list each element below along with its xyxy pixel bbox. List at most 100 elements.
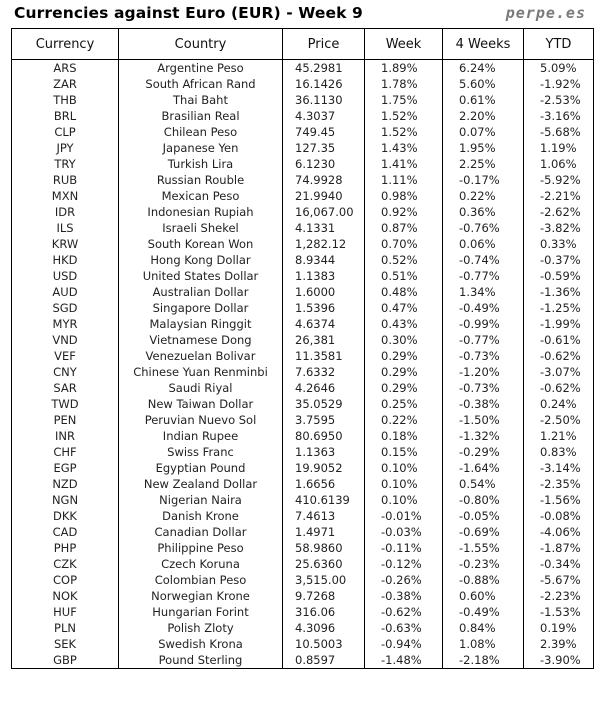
table-row: RUB Russian Rouble 74.9928 1.11% -0.17% -5.92… <box>11 172 594 188</box>
week-change-cell: 0.10% <box>364 460 443 476</box>
price-cell: 9.7268 <box>282 588 365 604</box>
ytd-change-cell: -0.62% <box>523 380 594 396</box>
week-change-cell: 1.78% <box>364 76 443 92</box>
currency-code-cell: THB <box>11 92 119 108</box>
price-cell: 1.6656 <box>282 476 365 492</box>
price-cell: 1.4971 <box>282 524 365 540</box>
four-weeks-change-cell: 1.08% <box>442 636 524 652</box>
page-title: Currencies against Euro (EUR) - Week 9 <box>14 4 363 22</box>
country-name-cell: Venezuelan Bolivar <box>118 348 283 364</box>
currency-code-cell: NZD <box>11 476 119 492</box>
week-change-cell: -0.26% <box>364 572 443 588</box>
table-row: JPY Japanese Yen 127.35 1.43% 1.95% 1.19% <box>11 140 594 156</box>
country-name-cell: Indian Rupee <box>118 428 283 444</box>
four-weeks-change-cell: -0.38% <box>442 396 524 412</box>
country-name-cell: Pound Sterling <box>118 652 283 669</box>
four-weeks-change-cell: 0.54% <box>442 476 524 492</box>
currency-code-cell: VND <box>11 332 119 348</box>
price-cell: 4.6374 <box>282 316 365 332</box>
ytd-change-cell: -1.56% <box>523 492 594 508</box>
four-weeks-change-cell: -0.74% <box>442 252 524 268</box>
country-name-cell: Mexican Peso <box>118 188 283 204</box>
price-cell: 80.6950 <box>282 428 365 444</box>
four-weeks-change-cell: 0.07% <box>442 124 524 140</box>
table-row: EGP Egyptian Pound 19.9052 0.10% -1.64% -3.14… <box>11 460 594 476</box>
country-name-cell: Nigerian Naira <box>118 492 283 508</box>
ytd-change-cell: 2.39% <box>523 636 594 652</box>
week-change-cell: -0.62% <box>364 604 443 620</box>
four-weeks-change-cell: -0.23% <box>442 556 524 572</box>
currency-code-cell: TRY <box>11 156 119 172</box>
price-cell: 1.1363 <box>282 444 365 460</box>
table-row: MXN Mexican Peso 21.9940 0.98% 0.22% -2.21% <box>11 188 594 204</box>
four-weeks-change-cell: -0.29% <box>442 444 524 460</box>
currency-code-cell: RUB <box>11 172 119 188</box>
currency-code-cell: AUD <box>11 284 119 300</box>
ytd-change-cell: -5.67% <box>523 572 594 588</box>
table-row: ILS Israeli Shekel 4.1331 0.87% -0.76% -3.82% <box>11 220 594 236</box>
price-cell: 316.06 <box>282 604 365 620</box>
country-name-cell: Norwegian Krone <box>118 588 283 604</box>
table-row: COP Colombian Peso 3,515.00 -0.26% -0.88% -5.… <box>11 572 594 588</box>
country-name-cell: Peruvian Nuevo Sol <box>118 412 283 428</box>
four-weeks-change-cell: -0.77% <box>442 268 524 284</box>
ytd-change-cell: -1.99% <box>523 316 594 332</box>
country-name-cell: Canadian Dollar <box>118 524 283 540</box>
table-row: INR Indian Rupee 80.6950 0.18% -1.32% 1.21% <box>11 428 594 444</box>
currency-code-cell: PHP <box>11 540 119 556</box>
table-row: CAD Canadian Dollar 1.4971 -0.03% -0.69% -4.0… <box>11 524 594 540</box>
currency-code-cell: SAR <box>11 380 119 396</box>
country-name-cell: South Korean Won <box>118 236 283 252</box>
table-row: CZK Czech Koruna 25.6360 -0.12% -0.23% -0.34% <box>11 556 594 572</box>
country-name-cell: Argentine Peso <box>118 59 283 76</box>
brand-logo-text[interactable]: perpe.es <box>505 4 586 22</box>
table-body: ARS Argentine Peso 45.2981 1.89% 6.24% 5.09% Z… <box>11 59 594 669</box>
ytd-change-cell: 0.24% <box>523 396 594 412</box>
ytd-change-cell: -2.62% <box>523 204 594 220</box>
currency-code-cell: BRL <box>11 108 119 124</box>
price-cell: 21.9940 <box>282 188 365 204</box>
table-row: THB Thai Baht 36.1130 1.75% 0.61% -2.53% <box>11 92 594 108</box>
currency-code-cell: NOK <box>11 588 119 604</box>
table-row: CLP Chilean Peso 749.45 1.52% 0.07% -5.68% <box>11 124 594 140</box>
currency-code-cell: JPY <box>11 140 119 156</box>
four-weeks-change-cell: 6.24% <box>442 59 524 76</box>
price-cell: 8.9344 <box>282 252 365 268</box>
currency-table: Currency Country Price Week 4 Weeks YTD … <box>11 28 594 669</box>
country-name-cell: Swiss Franc <box>118 444 283 460</box>
ytd-change-cell: -2.21% <box>523 188 594 204</box>
week-change-cell: 1.43% <box>364 140 443 156</box>
table-row: NGN Nigerian Naira 410.6139 0.10% -0.80% -1.5… <box>11 492 594 508</box>
four-weeks-change-cell: 2.25% <box>442 156 524 172</box>
price-cell: 1.6000 <box>282 284 365 300</box>
week-change-cell: 0.18% <box>364 428 443 444</box>
week-change-cell: 0.29% <box>364 364 443 380</box>
table-header-row: Currency Country Price Week 4 Weeks YTD <box>11 28 594 60</box>
four-weeks-change-cell: 0.61% <box>442 92 524 108</box>
ytd-change-cell: -0.62% <box>523 348 594 364</box>
week-change-cell: 1.41% <box>364 156 443 172</box>
four-weeks-change-cell: 0.60% <box>442 588 524 604</box>
price-cell: 10.5003 <box>282 636 365 652</box>
four-weeks-change-cell: -0.76% <box>442 220 524 236</box>
country-name-cell: Polish Zloty <box>118 620 283 636</box>
table-row: SGD Singapore Dollar 1.5396 0.47% -0.49% -1.2… <box>11 300 594 316</box>
week-change-cell: 1.52% <box>364 108 443 124</box>
four-weeks-change-cell: -0.49% <box>442 300 524 316</box>
price-cell: 7.6332 <box>282 364 365 380</box>
currency-code-cell: CHF <box>11 444 119 460</box>
ytd-change-cell: 5.09% <box>523 59 594 76</box>
four-weeks-change-cell: -1.32% <box>442 428 524 444</box>
price-cell: 25.6360 <box>282 556 365 572</box>
table-row: KRW South Korean Won 1,282.12 0.70% 0.06% 0.3… <box>11 236 594 252</box>
four-weeks-change-cell: -0.99% <box>442 316 524 332</box>
ytd-change-cell: -1.92% <box>523 76 594 92</box>
week-change-cell: 0.29% <box>364 348 443 364</box>
week-change-cell: 0.52% <box>364 252 443 268</box>
table-row: NOK Norwegian Krone 9.7268 -0.38% 0.60% -2.23… <box>11 588 594 604</box>
four-weeks-change-cell: 5.60% <box>442 76 524 92</box>
price-cell: 6.1230 <box>282 156 365 172</box>
country-name-cell: Thai Baht <box>118 92 283 108</box>
currency-code-cell: CAD <box>11 524 119 540</box>
price-cell: 26,381 <box>282 332 365 348</box>
